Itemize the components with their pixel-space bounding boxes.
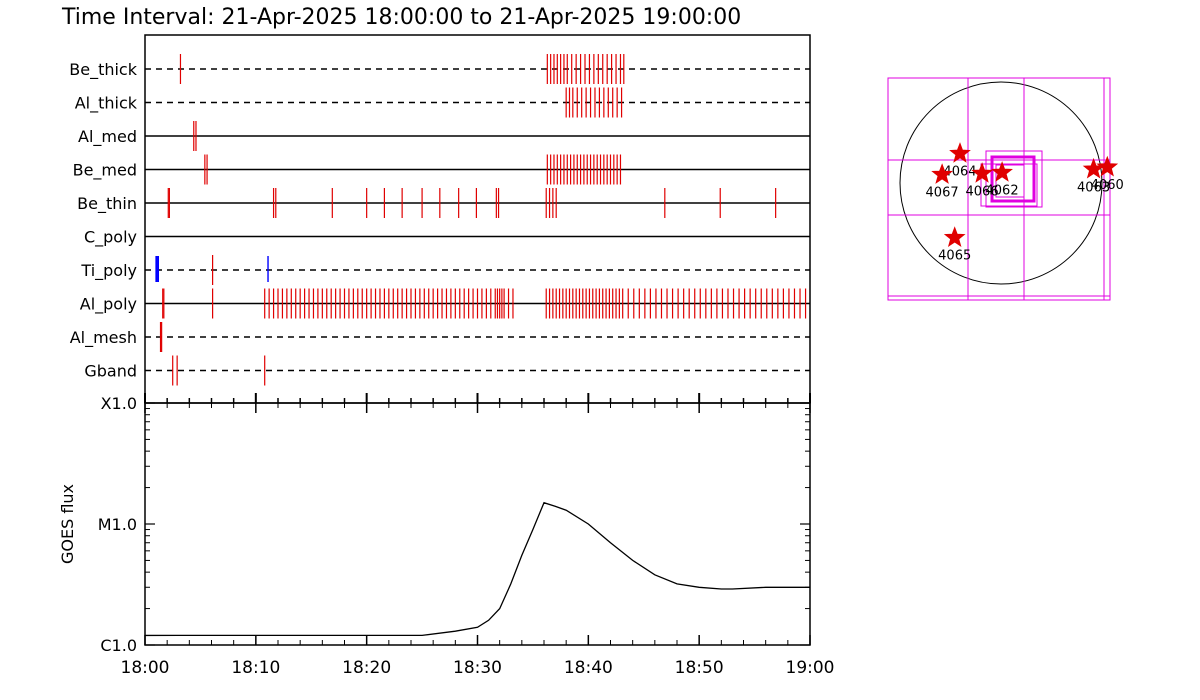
x-tick-label: 18:30 <box>453 658 502 678</box>
x-tick-label: 18:20 <box>342 658 391 678</box>
region-star-icon <box>931 163 953 184</box>
y-tick-label: M1.0 <box>98 515 137 534</box>
active-region-4062: 4062 <box>986 161 1019 198</box>
chart-title: Time Interval: 21-Apr-2025 18:00:00 to 2… <box>61 5 741 30</box>
channel-label: Al_poly <box>80 295 137 315</box>
region-label: 4065 <box>938 249 971 264</box>
event-timeline-panel: Be_thick Al_thick Al_med Be_med Be_thin C_pol… <box>69 34 811 404</box>
active-region-4067: 4067 <box>926 163 959 201</box>
channel-label: C_poly <box>84 228 137 248</box>
region-label: 4064 <box>943 165 976 180</box>
goes-y-axis-label: GOES flux <box>58 484 77 564</box>
x-tick-label: 18:10 <box>231 658 280 678</box>
region-label: 4067 <box>926 186 959 201</box>
channel-label: Be_med <box>73 161 137 181</box>
channel-row-be-thick: Be_thick <box>69 54 810 84</box>
region-label: 4066 <box>966 185 999 200</box>
solar-disk <box>899 81 1103 285</box>
channel-label: Al_med <box>78 127 137 147</box>
region-label: 4062 <box>986 183 1019 198</box>
channel-row-be-thin: Be_thin <box>77 188 810 218</box>
active-region-4066: 4066 <box>966 162 999 200</box>
goes-flux-line <box>144 501 810 637</box>
active-region-4064: 4064 <box>943 142 977 180</box>
x-tick-label: 18:50 <box>675 658 724 678</box>
region-star-icon <box>943 226 966 247</box>
channel-row-al-thick: Al_thick <box>75 87 810 118</box>
channel-label: Ti_poly <box>80 261 137 281</box>
x-tick-label: 18:40 <box>564 658 613 678</box>
active-region-4065: 4065 <box>938 226 971 264</box>
region-star-icon <box>971 162 993 183</box>
goes-flux-panel: X1.0 M1.0 C1.0 18:00 18:10 18:20 18:30 18:40 18:… <box>58 393 835 678</box>
map-frame <box>887 77 1111 301</box>
channel-label: Be_thin <box>77 194 137 214</box>
y-tick-label: X1.0 <box>101 394 137 413</box>
region-label: 4060 <box>1091 178 1124 193</box>
channel-row-al-poly: Al_poly <box>80 288 810 319</box>
region-star-icon <box>1096 155 1119 177</box>
region-label: 4063 <box>1077 180 1110 195</box>
region-star-icon <box>991 161 1013 182</box>
channel-row-gband: Gband <box>84 355 810 386</box>
channel-row-ti-poly: Ti_poly <box>80 255 810 285</box>
channel-label: Gband <box>84 362 137 381</box>
y-tick-label: C1.0 <box>100 636 137 655</box>
x-tick-label: 19:00 <box>786 658 835 678</box>
channel-row-al-med: Al_med <box>78 121 810 151</box>
active-region-4060: 4060 <box>1091 155 1124 193</box>
x-tick-label: 18:00 <box>121 658 170 678</box>
region-star-icon <box>949 142 971 163</box>
channel-row-be-med: Be_med <box>73 154 810 185</box>
channel-label: Be_thick <box>69 60 137 80</box>
channel-label: Al_thick <box>75 94 138 114</box>
channel-label: Al_mesh <box>70 328 137 348</box>
channel-row-al-mesh: Al_mesh <box>70 322 810 352</box>
channel-row-c-poly: C_poly <box>84 228 810 248</box>
